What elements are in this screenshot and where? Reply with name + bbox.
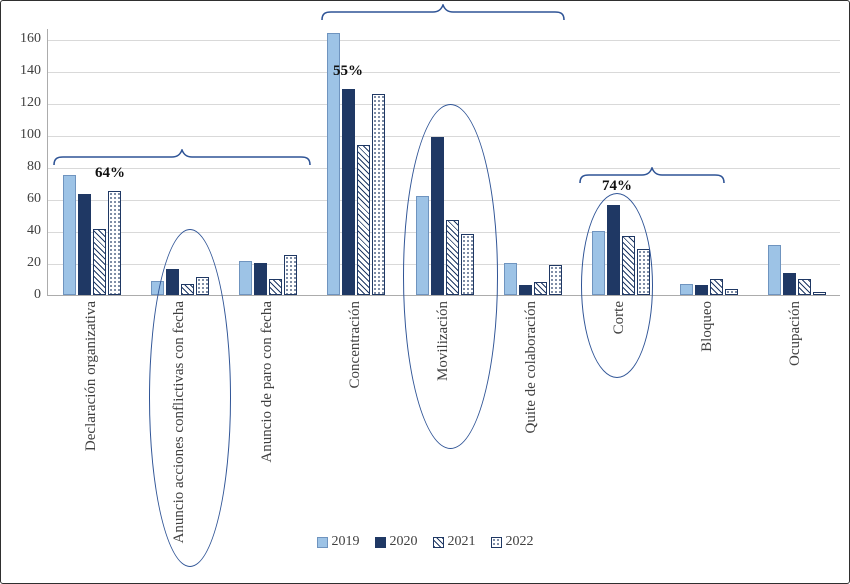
- bar-2020-0: [78, 194, 92, 295]
- bar-2019-2: [239, 261, 253, 295]
- x-category-cell-8: Ocupación: [752, 301, 840, 559]
- bar-2019-3: [327, 32, 341, 295]
- bar-2020-2: [254, 263, 268, 295]
- y-axis-label-160: 160: [20, 31, 41, 47]
- legend-swatch-2022: [490, 536, 502, 548]
- x-axis-label-3: Concentración: [346, 301, 363, 389]
- legend-item-2021: 2021: [432, 534, 476, 550]
- x-axis-label-0: Declaración organizativa: [82, 301, 99, 452]
- brace-right-group: [579, 167, 725, 184]
- bar-2019-0: [63, 175, 77, 295]
- y-axis-label-140: 140: [20, 63, 41, 79]
- legend-item-2022: 2022: [490, 534, 534, 550]
- brace-middle-group: [321, 4, 565, 21]
- annotation-55-percent: 55%: [333, 63, 363, 79]
- legend-label-2020: 2020: [389, 534, 418, 549]
- bar-2022-3: [372, 93, 386, 295]
- x-axis-label-5: Quite de colaboración: [523, 301, 540, 434]
- y-axis-label-100: 100: [20, 127, 41, 143]
- annotation-64-percent: 64%: [95, 165, 125, 181]
- x-category-cell-0: Declaración organizativa: [47, 301, 135, 559]
- bar-2021-2: [269, 279, 283, 295]
- bar-2021-8: [797, 279, 811, 295]
- legend-label-2022: 2022: [505, 534, 534, 549]
- bar-2020-7: [694, 285, 708, 295]
- x-axis-label-7: Bloqueo: [699, 301, 716, 352]
- legend-item-2020: 2020: [374, 534, 418, 550]
- ellipse-movilizacion: [403, 104, 498, 449]
- x-axis-label-8: Ocupación: [787, 301, 804, 366]
- bar-2019-8: [767, 245, 781, 295]
- legend-item-2019: 2019: [316, 534, 360, 550]
- bar-2022-5: [548, 264, 562, 295]
- legend-label-2019: 2019: [331, 534, 360, 549]
- legend-label-2021: 2021: [447, 534, 476, 549]
- bar-2019-7: [679, 283, 693, 295]
- bar-2020-5: [518, 285, 532, 295]
- x-category-cell-5: Quite de colaboración: [488, 301, 576, 559]
- legend-swatch-2020: [374, 536, 386, 548]
- bar-2021-7: [709, 279, 723, 295]
- bar-2022-0: [108, 191, 122, 295]
- bar-2022-8: [812, 291, 826, 295]
- x-category-cell-3: Concentración: [311, 301, 399, 559]
- bar-2021-5: [533, 282, 547, 295]
- ellipse-corte: [581, 193, 653, 378]
- y-axis-label-0: 0: [34, 287, 41, 302]
- bar-2020-3: [342, 88, 356, 295]
- gridline-140: [48, 72, 840, 74]
- bar-2019-5: [503, 263, 517, 295]
- y-axis-label-20: 20: [27, 255, 41, 271]
- y-axis-label-120: 120: [20, 95, 41, 111]
- x-axis-label-2: Anuncio de paro con fecha: [258, 301, 275, 463]
- legend: 2019 2020 2021 2022: [1, 534, 849, 550]
- bar-2020-8: [782, 272, 796, 295]
- gridline-160: [48, 40, 840, 42]
- bar-2021-0: [93, 229, 107, 295]
- y-axis-label-40: 40: [27, 223, 41, 239]
- annotation-74-percent: 74%: [602, 178, 632, 194]
- bar-2022-7: [724, 288, 738, 295]
- x-category-cell-2: Anuncio de paro con fecha: [223, 301, 311, 559]
- brace-left-group: [53, 149, 311, 166]
- legend-swatch-2021: [432, 536, 444, 548]
- legend-swatch-2019: [316, 536, 328, 548]
- x-category-cell-7: Bloqueo: [664, 301, 752, 559]
- y-axis-label-80: 80: [27, 159, 41, 175]
- bar-2022-2: [284, 255, 298, 295]
- y-axis-label-60: 60: [27, 191, 41, 207]
- bar-2021-3: [357, 144, 371, 295]
- ellipse-anuncio-acciones: [149, 229, 231, 567]
